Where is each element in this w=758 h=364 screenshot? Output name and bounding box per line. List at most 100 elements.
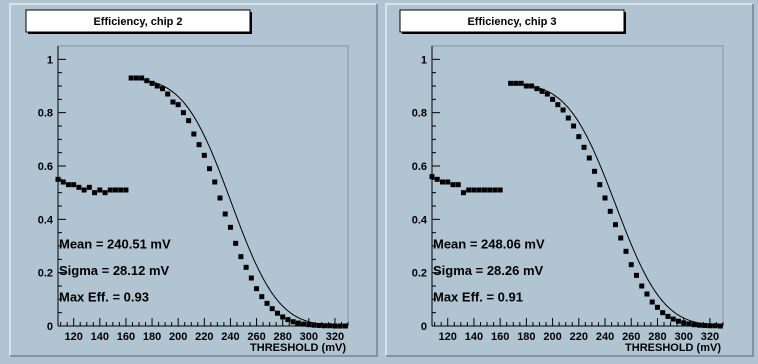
data-point	[508, 80, 514, 86]
data-point	[550, 96, 556, 102]
data-point	[560, 107, 566, 113]
chart-title: Efficiency, chip 3	[467, 16, 556, 28]
data-point	[487, 187, 493, 193]
data-point	[581, 144, 587, 150]
stat-annotation: Mean = 240.51 mV	[59, 236, 171, 251]
data-point	[481, 187, 487, 193]
data-point	[660, 310, 666, 316]
data-point	[639, 283, 645, 289]
title-box-shadow	[624, 12, 626, 34]
data-point	[681, 320, 687, 326]
data-point	[544, 91, 550, 97]
data-point	[227, 224, 233, 230]
data-point	[644, 291, 650, 297]
pad-bevel-light	[9, 3, 377, 356]
x-tick-label: 220	[195, 331, 213, 343]
x-tick-label: 160	[491, 331, 509, 343]
data-point	[55, 176, 61, 182]
data-point	[86, 184, 92, 190]
data-point	[618, 235, 624, 241]
data-point	[102, 190, 108, 196]
data-point	[295, 320, 301, 326]
data-point	[623, 248, 629, 254]
x-tick-label: 260	[247, 331, 265, 343]
data-point	[139, 75, 145, 81]
data-point	[217, 195, 223, 201]
x-tick-label: 240	[221, 331, 239, 343]
x-tick-label: 280	[648, 331, 666, 343]
stat-annotation: Max Eff. = 0.91	[433, 290, 523, 305]
data-point	[450, 182, 456, 188]
data-point	[696, 322, 702, 328]
data-point	[254, 286, 260, 292]
y-tick-label: 0	[47, 321, 53, 333]
data-point	[154, 83, 160, 89]
data-point	[222, 211, 228, 217]
data-point	[128, 75, 134, 81]
data-point	[342, 323, 348, 329]
data-point	[445, 179, 451, 185]
data-point	[455, 182, 461, 188]
data-point	[264, 300, 270, 306]
data-point	[613, 222, 619, 228]
data-point	[133, 75, 139, 81]
data-point	[649, 299, 655, 305]
y-tick-label: 0.2	[412, 268, 427, 280]
data-point	[81, 187, 87, 193]
data-point	[274, 310, 280, 316]
data-point	[633, 272, 639, 278]
y-tick-label: 0.2	[38, 268, 53, 280]
data-point	[565, 115, 571, 121]
stat-annotation: Mean = 248.06 mV	[433, 236, 545, 251]
data-point	[160, 86, 166, 92]
x-axis-label: THRESHOLD (mV)	[625, 342, 721, 354]
data-point	[65, 182, 71, 188]
y-tick-label: 0.8	[412, 108, 427, 120]
data-point	[702, 322, 708, 328]
x-tick-label: 280	[274, 331, 292, 343]
data-point	[144, 78, 150, 84]
title-box-shadow	[250, 12, 252, 34]
data-point	[576, 134, 582, 140]
data-point	[466, 187, 472, 193]
data-point	[534, 86, 540, 92]
data-point	[460, 190, 466, 196]
data-point	[586, 155, 592, 161]
data-point	[327, 323, 333, 329]
x-tick-label: 260	[622, 331, 640, 343]
data-point	[212, 179, 218, 185]
data-point	[311, 322, 317, 328]
x-tick-label: 140	[91, 331, 109, 343]
data-point	[497, 187, 503, 193]
data-point	[712, 323, 718, 329]
data-point	[71, 182, 77, 188]
data-point	[259, 294, 265, 300]
data-point	[665, 313, 671, 319]
x-tick-label: 180	[517, 331, 535, 343]
title-box-shadow	[28, 32, 252, 34]
data-point	[280, 314, 286, 320]
x-tick-label: 160	[117, 331, 135, 343]
data-point	[691, 322, 697, 328]
data-point	[555, 102, 561, 108]
y-tick-label: 0.6	[38, 161, 53, 173]
x-tick-label: 320	[701, 331, 719, 343]
data-point	[717, 323, 723, 329]
y-tick-label: 1	[421, 54, 427, 66]
stat-annotation: Sigma = 28.26 mV	[433, 263, 544, 278]
data-point	[285, 317, 291, 323]
data-point	[170, 99, 176, 105]
x-tick-label: 300	[674, 331, 692, 343]
data-point	[207, 166, 213, 172]
x-tick-label: 120	[439, 331, 457, 343]
pad-bevel-dark	[10, 4, 378, 357]
data-point	[175, 102, 181, 108]
data-point	[337, 323, 343, 329]
pad-bevel-dark	[386, 4, 754, 357]
x-tick-label: 300	[300, 331, 318, 343]
data-point	[60, 179, 66, 185]
data-point	[112, 187, 118, 193]
data-point	[306, 322, 312, 328]
chart-title: Efficiency, chip 2	[93, 16, 182, 28]
